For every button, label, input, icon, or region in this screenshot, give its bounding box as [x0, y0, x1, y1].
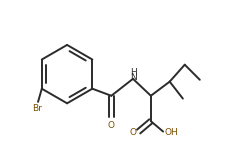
Text: N: N: [130, 73, 137, 82]
Text: O: O: [129, 128, 136, 137]
Text: H: H: [130, 68, 137, 77]
Text: OH: OH: [164, 128, 178, 137]
Text: Br: Br: [32, 104, 42, 113]
Text: O: O: [108, 121, 115, 130]
